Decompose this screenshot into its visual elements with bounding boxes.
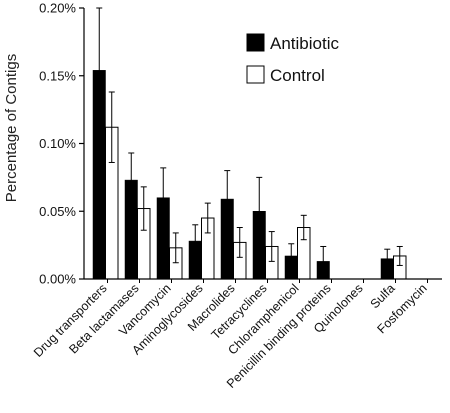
legend: Antibiotic Control [246, 33, 339, 85]
bars-group [92, 70, 407, 280]
legend-label-antibiotic: Antibiotic [270, 34, 339, 53]
y-axis-ticks: 0.00% 0.05% 0.10% 0.15% 0.20% [39, 1, 84, 287]
y-tick-label: 0.05% [39, 204, 76, 219]
y-tick-label: 0.15% [39, 68, 76, 83]
error-bars-group [96, 7, 403, 277]
y-axis-title: Percentage of Contigs [3, 54, 20, 202]
legend-swatch-control [246, 65, 265, 84]
y-tick-label: 0.10% [39, 136, 76, 151]
legend-swatch-antibiotic [246, 33, 265, 52]
y-tick-label: 0.00% [39, 272, 76, 287]
legend-label-control: Control [270, 66, 325, 85]
y-tick-label: 0.20% [39, 1, 76, 16]
